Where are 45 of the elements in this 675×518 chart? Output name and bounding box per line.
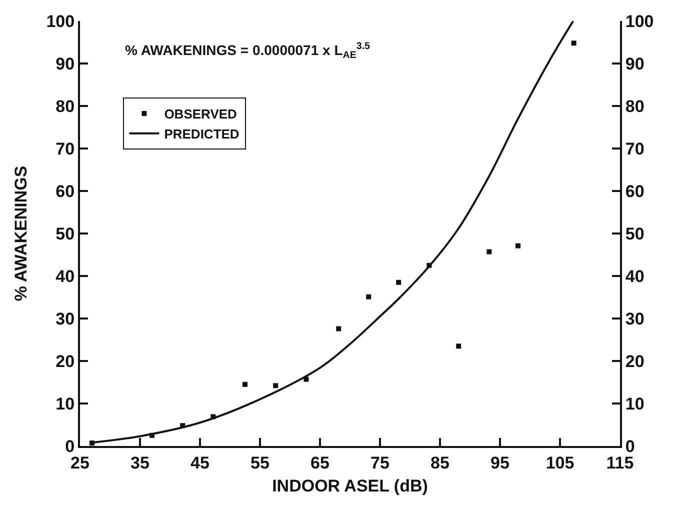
legend-label: OBSERVED [164,106,237,122]
x-tick-label: 85 [430,453,450,472]
x-tick-label: 105 [546,453,574,472]
x-tick-label: 115 [606,453,634,472]
y2-tick-label: 90 [625,54,644,74]
y-tick-label: 40 [56,266,75,286]
y-tick-label: 80 [56,96,75,116]
y-tick-label: 30 [56,309,75,328]
y2-tick-label: 10 [625,394,644,414]
y2-tick-label: 50 [625,224,644,244]
point [516,243,520,248]
y2-tick-label: 60 [625,182,644,201]
point [396,280,402,285]
x-tick-label: 35 [130,453,150,472]
y2-tick-label: 0 [625,436,635,456]
y2-tick-label: 20 [625,352,644,371]
point [486,249,492,254]
y-tick-label: 70 [56,139,75,158]
y-tick-label: 90 [56,54,75,74]
point [242,382,248,387]
y2-tick-label: 70 [625,139,644,158]
x-tick-label: 25 [70,453,90,472]
y2-tick-label: 80 [625,96,644,116]
point [273,383,278,388]
y2-tick-label: 40 [625,266,644,286]
x-tick-label: 75 [370,453,390,472]
x-tick-label: 65 [310,453,330,472]
y-tick-label: 10 [56,394,75,414]
point [366,294,372,300]
y-axis-title: % AWAKENINGS [11,166,30,302]
point [336,326,342,332]
y-tick-label: 0 [65,436,75,456]
y-tick-label: 50 [56,224,75,244]
point [571,40,576,46]
y-tick-label: 100 [46,12,75,31]
y-tick-label: 20 [56,352,75,371]
x-axis-title: INDOOR ASEL (dB) [272,476,428,496]
x-tick-label: 95 [490,453,510,472]
point [456,344,462,349]
y2-tick-label: 30 [625,309,644,328]
x-tick-label: 55 [250,453,270,472]
y2-tick-label: 100 [625,12,654,31]
y-tick-label: 60 [56,182,75,201]
legend-label: PREDICTED [164,126,240,142]
x-tick-label: 45 [190,453,210,472]
